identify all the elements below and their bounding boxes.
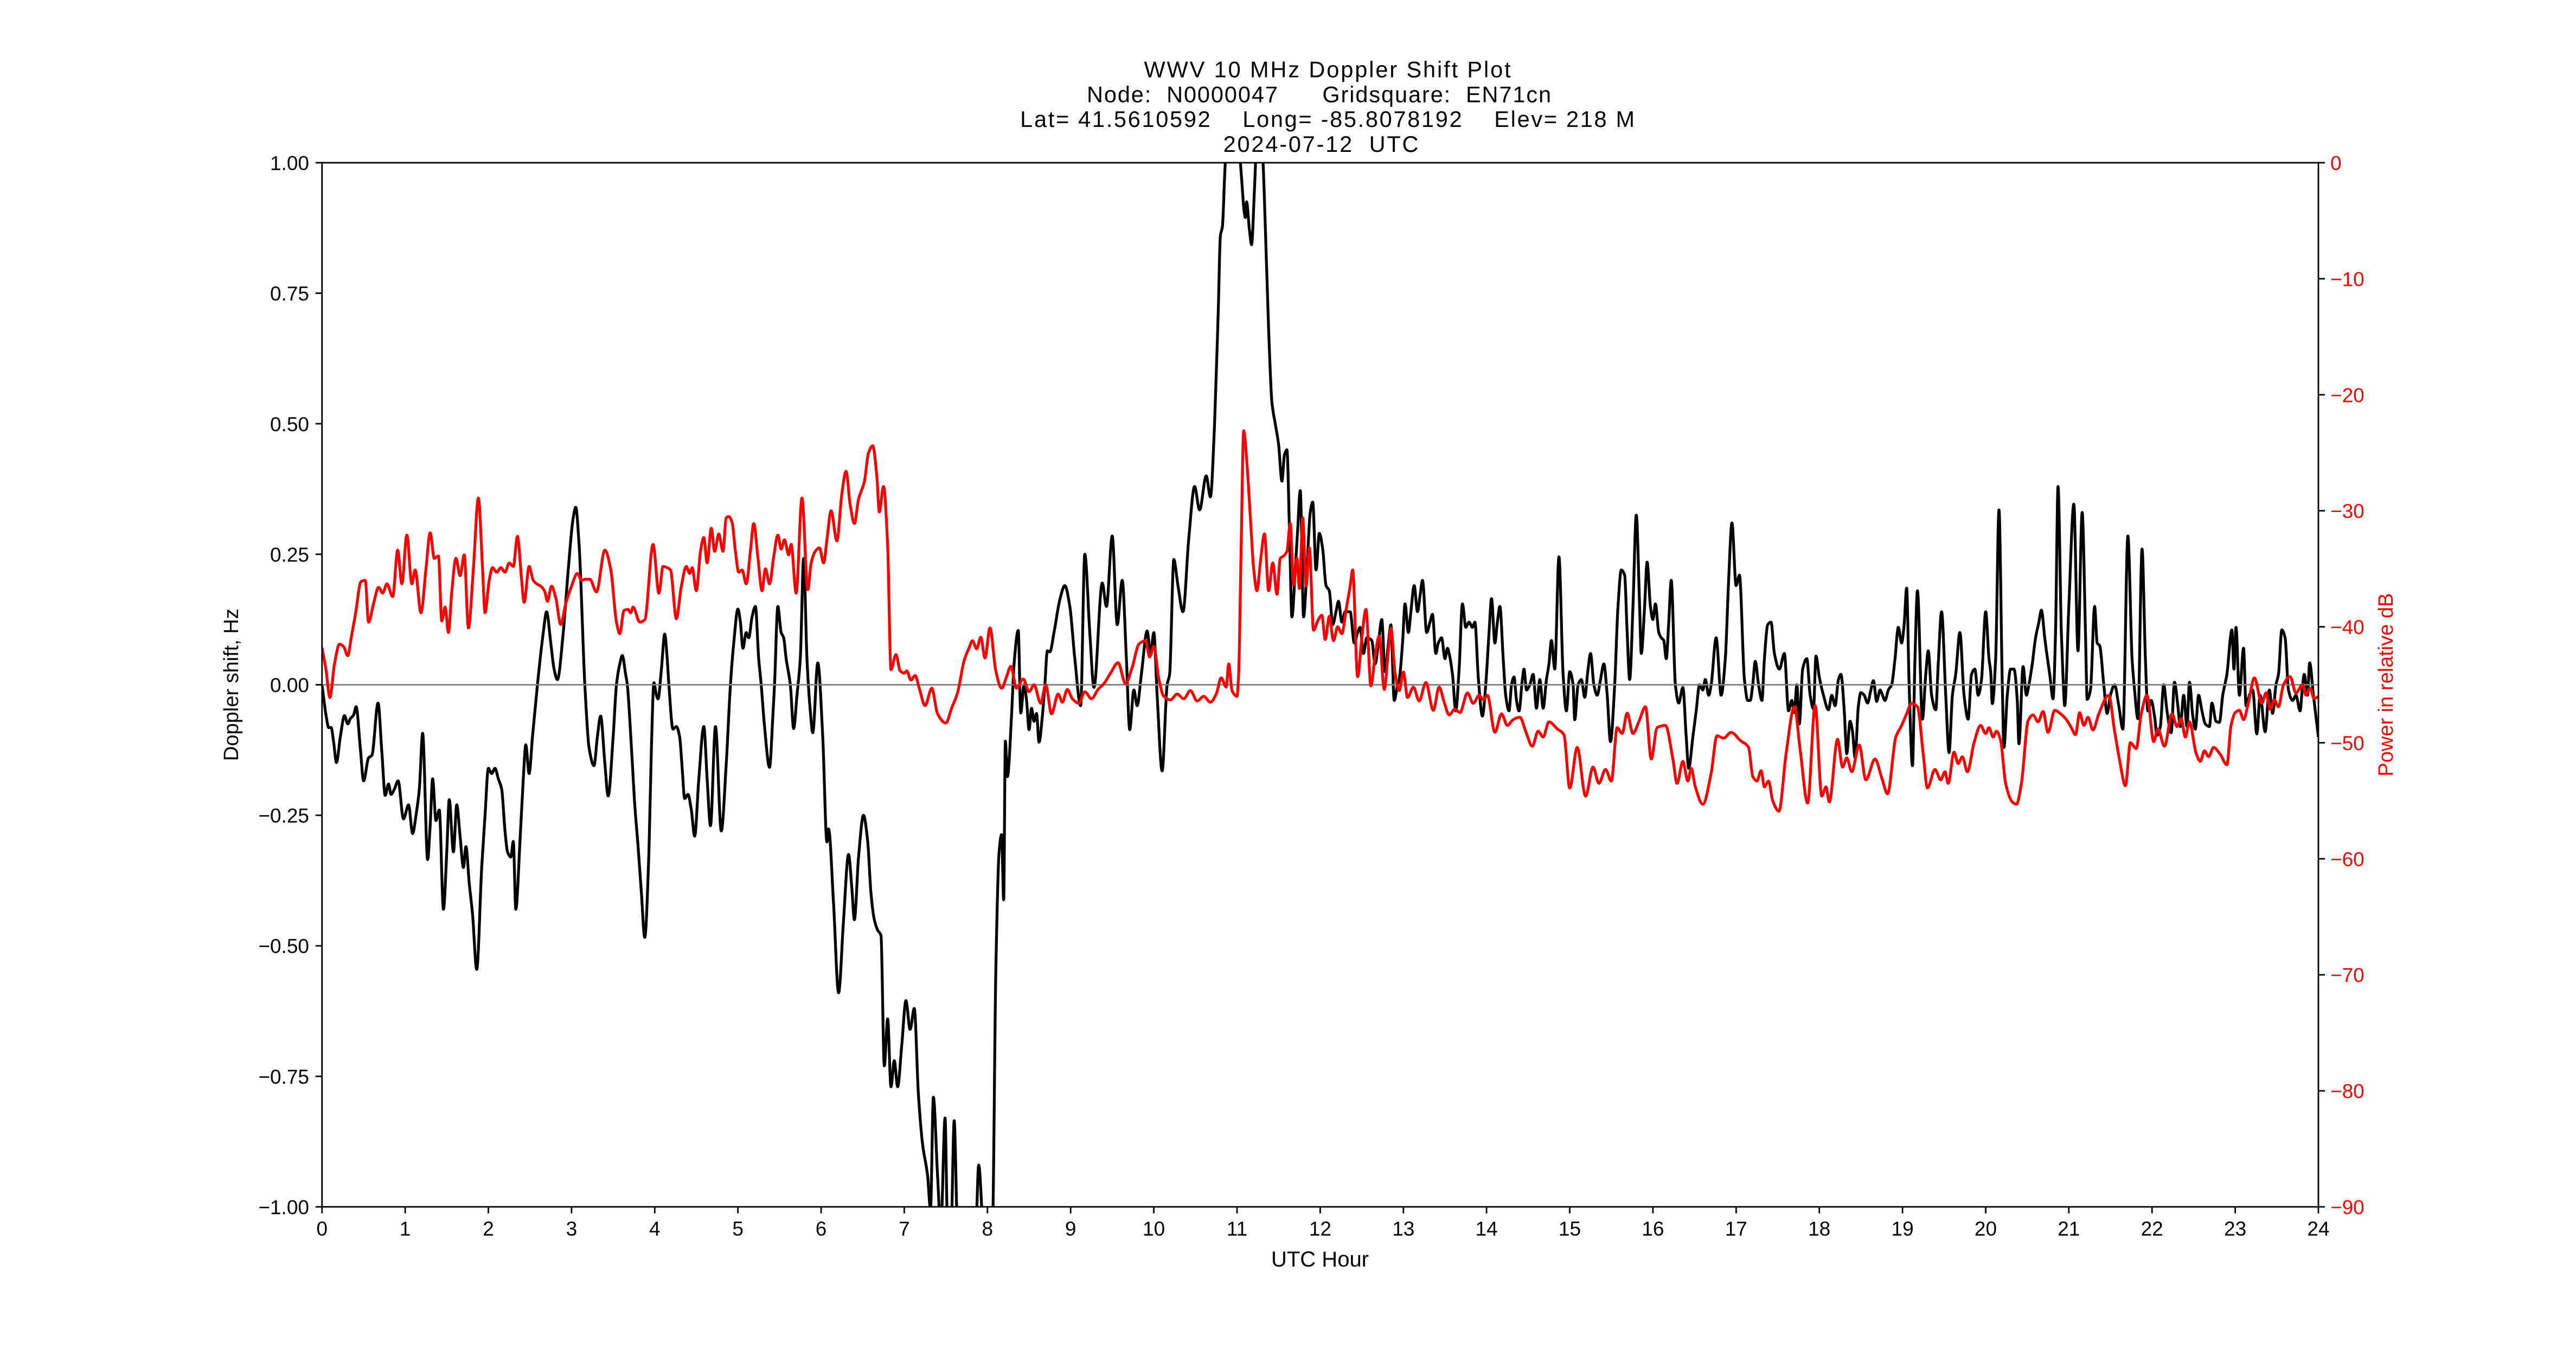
svg-text:19: 19: [1892, 1218, 1914, 1240]
svg-text:Power in relative dB: Power in relative dB: [2375, 593, 2398, 777]
svg-text:7: 7: [899, 1218, 910, 1240]
svg-text:11: 11: [1227, 1218, 1247, 1240]
svg-text:22: 22: [2141, 1218, 2163, 1240]
svg-text:−0.75: −0.75: [258, 1066, 309, 1088]
svg-text:4: 4: [649, 1218, 661, 1240]
svg-text:15: 15: [1559, 1218, 1581, 1240]
svg-text:−30: −30: [2330, 500, 2364, 522]
svg-text:0: 0: [2330, 152, 2342, 175]
svg-text:3: 3: [566, 1218, 578, 1240]
svg-text:0.00: 0.00: [270, 674, 309, 696]
svg-text:12: 12: [1309, 1218, 1331, 1240]
svg-text:−50: −50: [2330, 732, 2364, 754]
svg-text:−40: −40: [2330, 616, 2364, 638]
svg-text:17: 17: [1725, 1218, 1747, 1240]
svg-text:UTC Hour: UTC Hour: [1271, 1248, 1369, 1271]
svg-text:Lat= 41.5610592 Long= -85.8: Lat= 41.5610592 Long= -85.8078192 Elev= …: [1020, 106, 1636, 132]
svg-text:0: 0: [317, 1218, 328, 1240]
svg-text:Node: N0000047 Gridsquar: Node: N0000047 Gridsquare: EN71cn: [1087, 81, 1552, 107]
svg-text:24: 24: [2307, 1218, 2329, 1240]
svg-text:20: 20: [1975, 1218, 1997, 1240]
svg-text:−80: −80: [2330, 1080, 2364, 1103]
svg-text:0.25: 0.25: [270, 543, 309, 566]
svg-text:WWV 10 MHz Doppler Shift Plot: WWV 10 MHz Doppler Shift Plot: [1144, 57, 1512, 82]
svg-text:1: 1: [400, 1218, 411, 1240]
svg-text:1.00: 1.00: [270, 152, 309, 175]
svg-text:14: 14: [1476, 1218, 1498, 1240]
svg-text:−0.25: −0.25: [258, 805, 309, 827]
svg-text:10: 10: [1143, 1218, 1165, 1240]
svg-text:2: 2: [483, 1218, 494, 1240]
svg-text:0.50: 0.50: [270, 413, 309, 436]
svg-text:21: 21: [2058, 1218, 2080, 1240]
svg-text:−70: −70: [2330, 964, 2364, 987]
svg-text:Doppler shift, Hz: Doppler shift, Hz: [220, 609, 243, 761]
svg-text:8: 8: [982, 1218, 994, 1240]
svg-text:6: 6: [816, 1218, 827, 1240]
svg-text:−60: −60: [2330, 848, 2364, 871]
svg-text:−1.00: −1.00: [258, 1197, 309, 1219]
svg-text:13: 13: [1392, 1218, 1414, 1240]
svg-text:0.75: 0.75: [270, 283, 309, 305]
svg-text:5: 5: [732, 1218, 744, 1240]
svg-text:16: 16: [1642, 1218, 1664, 1240]
svg-text:−90: −90: [2330, 1197, 2364, 1219]
svg-text:−20: −20: [2330, 384, 2364, 406]
svg-text:−0.50: −0.50: [258, 935, 309, 957]
svg-text:18: 18: [1808, 1218, 1830, 1240]
svg-text:23: 23: [2224, 1218, 2246, 1240]
svg-text:2024-07-12 UTC: 2024-07-12 UTC: [1223, 131, 1420, 157]
svg-text:9: 9: [1065, 1218, 1076, 1240]
svg-text:−10: −10: [2330, 268, 2364, 290]
